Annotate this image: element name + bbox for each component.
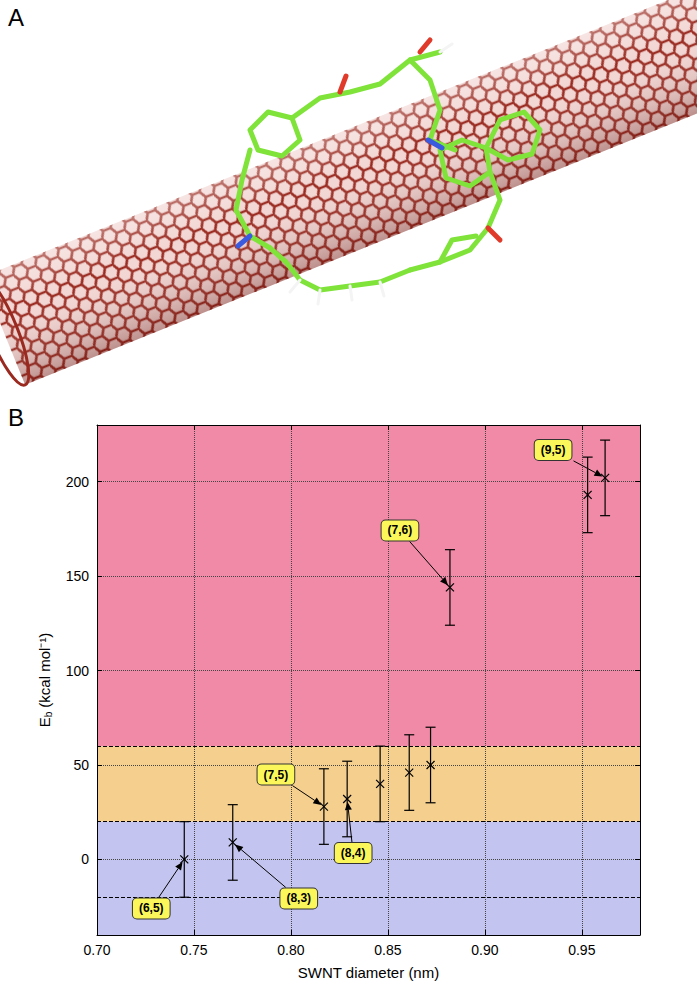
svg-text:(8,3): (8,3): [286, 891, 311, 905]
svg-text:(8,4): (8,4): [341, 846, 366, 860]
svg-text:(7,6): (7,6): [388, 523, 413, 537]
svg-text:(9,5): (9,5): [541, 443, 566, 457]
svg-text:0.90: 0.90: [471, 942, 498, 958]
html-text:A: A: [8, 4, 24, 31]
svg-text:0.75: 0.75: [180, 942, 207, 958]
svg-text:E: E: [36, 717, 53, 727]
svg-text:50: 50: [73, 757, 89, 773]
svg-text:b: b: [42, 711, 54, 718]
svg-text:0.80: 0.80: [277, 942, 304, 958]
html-text:B: B: [8, 404, 24, 431]
svg-text:0.95: 0.95: [568, 942, 595, 958]
svg-text:SWNT diameter (nm): SWNT diameter (nm): [298, 964, 439, 981]
svg-text:200: 200: [66, 474, 90, 490]
svg-text:100: 100: [66, 663, 90, 679]
svg-text:(7,5): (7,5): [264, 768, 289, 782]
svg-text:0.85: 0.85: [374, 942, 401, 958]
svg-text:0: 0: [81, 851, 89, 867]
svg-text:(6,5): (6,5): [139, 901, 164, 915]
svg-text:150: 150: [66, 568, 90, 584]
svg-text:(kcal mol⁻¹): (kcal mol⁻¹): [36, 633, 53, 712]
svg-text:0.70: 0.70: [83, 942, 110, 958]
